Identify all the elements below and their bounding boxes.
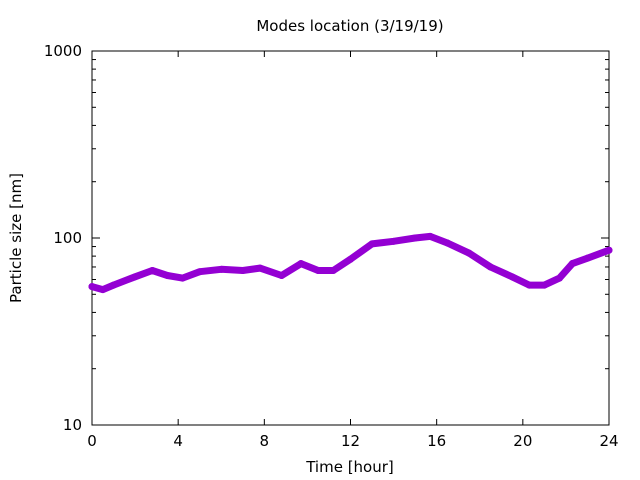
y-axis-label: Particle size [nm] (7, 173, 25, 303)
data-point (540, 281, 548, 289)
data-point (443, 239, 451, 247)
data-point (148, 267, 156, 275)
data-point (239, 267, 247, 275)
x-tick-label: 4 (173, 432, 183, 450)
data-point (278, 272, 286, 280)
y-tick-label: 1000 (44, 42, 82, 60)
data-point (368, 240, 376, 248)
data-point (99, 286, 107, 294)
data-point (525, 281, 533, 289)
data-point (178, 274, 186, 282)
data-point (605, 246, 613, 254)
data-point (256, 264, 264, 272)
data-point (88, 283, 96, 291)
series-group (88, 232, 613, 294)
x-tick-label: 12 (341, 432, 360, 450)
data-point (297, 260, 305, 268)
plot-frame (91, 50, 610, 426)
x-tick-label: 24 (599, 432, 618, 450)
chart-title: Modes location (3/19/19) (256, 17, 443, 35)
data-point (329, 267, 337, 275)
y-tick-label: 10 (63, 416, 82, 434)
data-point (347, 255, 354, 263)
data-point (217, 265, 225, 273)
data-point (568, 260, 576, 268)
data-point (110, 281, 118, 289)
data-point (314, 267, 322, 275)
data-point (131, 273, 139, 281)
data-point (196, 268, 204, 276)
y-tick-label: 100 (53, 229, 82, 247)
data-point (390, 237, 398, 245)
series-line (88, 232, 613, 294)
data-point (508, 273, 516, 281)
axes: 0 4 8 12 16 20 24 10 100 1000 (44, 42, 619, 450)
data-point (163, 272, 171, 280)
data-point (555, 274, 563, 282)
x-tick-label: 20 (513, 432, 532, 450)
data-point (465, 249, 473, 257)
data-point (426, 232, 434, 240)
x-axis-label: Time [hour] (305, 458, 394, 476)
data-point (411, 234, 419, 242)
x-tick-label: 0 (87, 432, 97, 450)
data-point (487, 263, 495, 271)
data-point (583, 254, 591, 262)
x-tick-label: 8 (260, 432, 270, 450)
x-tick-label: 16 (427, 432, 446, 450)
